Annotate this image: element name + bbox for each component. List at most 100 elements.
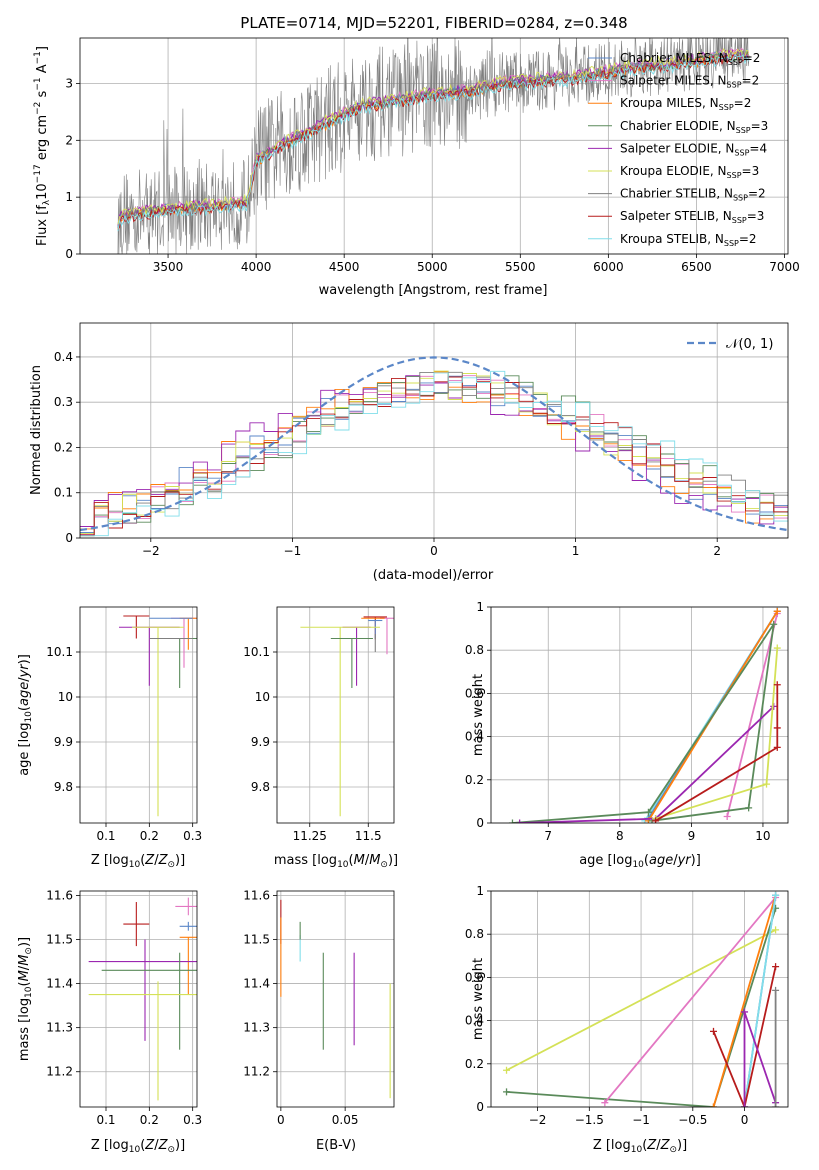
age-vs-z-ytick-label: 9.9 bbox=[54, 735, 73, 749]
spectrum-panel: 3500 4000 4500 5000 5500 6000 6500 7000 0 1 2 3 Chab… bbox=[65, 37, 800, 274]
weight-vs-z-xlabel: Z [log10(Z/Z⊙)] bbox=[593, 1138, 687, 1155]
weight-point-marker bbox=[772, 1103, 780, 1107]
errorbar-point bbox=[379, 617, 394, 655]
legend-entry: Kroupa ELODIE, NSSP=3 bbox=[620, 164, 759, 180]
weight-series-line bbox=[712, 895, 777, 1107]
weight-point-marker bbox=[772, 926, 780, 934]
mass-vs-z-ytick-label: 11.2 bbox=[46, 1065, 73, 1079]
weight-series-line bbox=[743, 895, 777, 1107]
weight-vs-age-frame bbox=[490, 606, 789, 824]
residuals-ytick-label: 0 bbox=[65, 531, 73, 545]
age-vs-z-xlabel: Z [log10(Z/Z⊙)] bbox=[91, 853, 185, 870]
weight-point-marker bbox=[508, 819, 516, 823]
weight-point-marker bbox=[773, 743, 781, 751]
errorbar-point bbox=[175, 897, 197, 916]
weight-point-marker bbox=[741, 1103, 749, 1107]
weight-point-marker bbox=[503, 1066, 511, 1074]
weight-point-marker bbox=[745, 804, 753, 812]
age-vs-z-xtick-label: 0.2 bbox=[140, 829, 159, 843]
weight-point-marker bbox=[772, 891, 780, 899]
weight-vs-z-ytick-label: 1 bbox=[476, 884, 484, 898]
weight-point-marker bbox=[516, 819, 524, 823]
errorbar-point bbox=[330, 637, 373, 688]
spectrum-ytick-label: 3 bbox=[65, 76, 73, 90]
weight-vs-z-xtick-label: −2 bbox=[529, 1113, 547, 1127]
weight-point-marker bbox=[601, 1099, 609, 1107]
mass-vs-ebv-xlabel: E(B-V) bbox=[316, 1138, 356, 1153]
legend-entry: Kroupa MILES, NSSP=2 bbox=[620, 96, 751, 112]
residuals-ylabel: Normed distribution bbox=[29, 365, 44, 495]
weight-vs-age-ytick-label: 0 bbox=[476, 816, 484, 830]
mass-vs-ebv-xtick-label: 0 bbox=[277, 1113, 285, 1127]
mass-vs-z-ticks: 0.1 0.2 0.3 11.2 11.3 11.4 11.5 11.6 bbox=[46, 888, 202, 1127]
residuals-xtick-label: 2 bbox=[713, 544, 721, 558]
weight-vs-z-ytick-label: 0.8 bbox=[465, 927, 484, 941]
spectrum-xtick-label: 5000 bbox=[417, 260, 448, 274]
weight-point-marker bbox=[763, 780, 771, 788]
weight-vs-age-xtick-label: 9 bbox=[688, 829, 696, 843]
mass-vs-ebv-frame bbox=[276, 890, 395, 1108]
age-vs-z-ticks: 0.1 0.2 0.3 9.8 9.9 10 10.1 bbox=[46, 645, 202, 843]
weight-vs-age-ticks: 7 8 9 10 0 0.2 0.4 0.6 0.8 1 bbox=[465, 600, 771, 843]
age-vs-mass-frame bbox=[276, 606, 395, 824]
mass-vs-ebv-ticks: 0 0.05 11.2 11.3 11.4 11.5 11.6 bbox=[243, 888, 358, 1127]
weight-point-marker bbox=[709, 1103, 717, 1107]
weight-vs-z-grid bbox=[491, 890, 788, 1108]
residuals-plot-area bbox=[80, 356, 788, 537]
weight-series-line bbox=[506, 929, 777, 1072]
residuals-ytick-label: 0.4 bbox=[54, 350, 73, 364]
weight-vs-z-ylabel: mass weight bbox=[471, 958, 486, 1040]
errorbar-point bbox=[179, 921, 197, 931]
errorbar-point bbox=[171, 617, 197, 668]
weight-vs-age-xtick-label: 8 bbox=[616, 829, 624, 843]
weight-point-marker bbox=[770, 620, 778, 628]
errorbar-point bbox=[119, 626, 180, 686]
age-vs-mass-panel: 11.25 11.5 9.8 9.9 10 10.1 bbox=[243, 606, 395, 843]
weight-vs-age-xtick-label: 10 bbox=[755, 829, 770, 843]
gaussian-legend-label: 𝒩(0, 1) bbox=[726, 337, 773, 352]
mass-vs-z-frame bbox=[79, 890, 198, 1108]
mass-vs-ebv-ytick-label: 11.5 bbox=[243, 932, 270, 946]
weight-vs-age-plot-area bbox=[508, 607, 781, 823]
residuals-xtick-label: 0 bbox=[430, 544, 438, 558]
errorbar-point bbox=[179, 617, 197, 650]
residuals-ytick-label: 0.2 bbox=[54, 440, 73, 454]
age-vs-z-ytick-label: 10 bbox=[58, 690, 73, 704]
weight-vs-z-ytick-label: 0.6 bbox=[465, 970, 484, 984]
residual-histogram bbox=[80, 370, 788, 537]
mass-vs-z-plot-area bbox=[88, 897, 197, 1101]
spectrum-xtick-label: 6500 bbox=[681, 260, 712, 274]
weight-vs-age-panel: 7 8 9 10 0 0.2 0.4 0.6 0.8 1 bbox=[465, 600, 789, 843]
age-vs-z-xtick-label: 0.3 bbox=[183, 829, 202, 843]
mass-vs-z-ytick-label: 11.6 bbox=[46, 888, 73, 902]
weight-series-line bbox=[519, 705, 775, 823]
weight-point-marker bbox=[773, 724, 781, 732]
weight-vs-z-ytick-label: 0.4 bbox=[465, 1014, 484, 1028]
weight-series-line bbox=[506, 908, 777, 1107]
legend-entry: Salpeter STELIB, NSSP=3 bbox=[620, 209, 764, 225]
mass-vs-ebv-ytick-label: 11.4 bbox=[243, 977, 270, 991]
weight-point-marker bbox=[741, 1008, 749, 1016]
age-vs-mass-ytick-label: 9.9 bbox=[251, 735, 270, 749]
spectrum-xtick-label: 7000 bbox=[769, 260, 800, 274]
spectrum-plot-area bbox=[117, 38, 750, 254]
residuals-xlabel: (data-model)/error bbox=[373, 568, 494, 583]
spectrum-xlabel: wavelength [Angstrom, rest frame] bbox=[319, 283, 548, 298]
mass-vs-ebv-panel: 0 0.05 11.2 11.3 11.4 11.5 11.6 bbox=[243, 888, 395, 1127]
weight-vs-age-xlabel: age [log10(age/yr)] bbox=[579, 853, 701, 870]
age-vs-z-panel: 0.1 0.2 0.3 9.8 9.9 10 10.1 bbox=[46, 606, 202, 843]
weight-point-marker bbox=[772, 963, 780, 971]
mass-vs-ebv-plot-area bbox=[280, 899, 391, 1099]
residuals-frame bbox=[79, 322, 789, 539]
mass-vs-z-xtick-label: 0.3 bbox=[183, 1113, 202, 1127]
mass-vs-ebv-ytick-label: 11.6 bbox=[243, 888, 270, 902]
age-vs-mass-grid bbox=[277, 607, 394, 823]
errorbar-point bbox=[88, 939, 197, 1041]
spectrum-xtick-label: 6000 bbox=[593, 260, 624, 274]
weight-point-marker bbox=[503, 1088, 511, 1096]
mass-vs-ebv-ytick-label: 11.3 bbox=[243, 1021, 270, 1035]
weight-point-marker bbox=[709, 1027, 717, 1035]
mass-vs-z-ytick-label: 11.5 bbox=[46, 932, 73, 946]
spectrum-xtick-label: 4000 bbox=[241, 260, 272, 274]
